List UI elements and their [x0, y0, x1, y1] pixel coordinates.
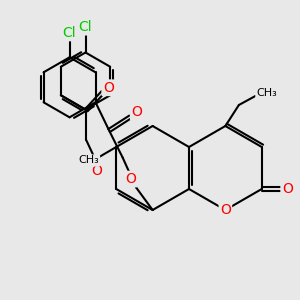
Text: Cl: Cl [79, 20, 92, 34]
Text: CH₃: CH₃ [78, 155, 99, 166]
Text: O: O [103, 81, 114, 95]
Text: Cl: Cl [63, 26, 76, 40]
Text: O: O [220, 203, 231, 217]
Text: O: O [282, 182, 293, 196]
Text: O: O [125, 172, 136, 186]
Text: CH₃: CH₃ [256, 88, 277, 98]
Text: O: O [131, 106, 142, 119]
Text: O: O [92, 164, 102, 178]
